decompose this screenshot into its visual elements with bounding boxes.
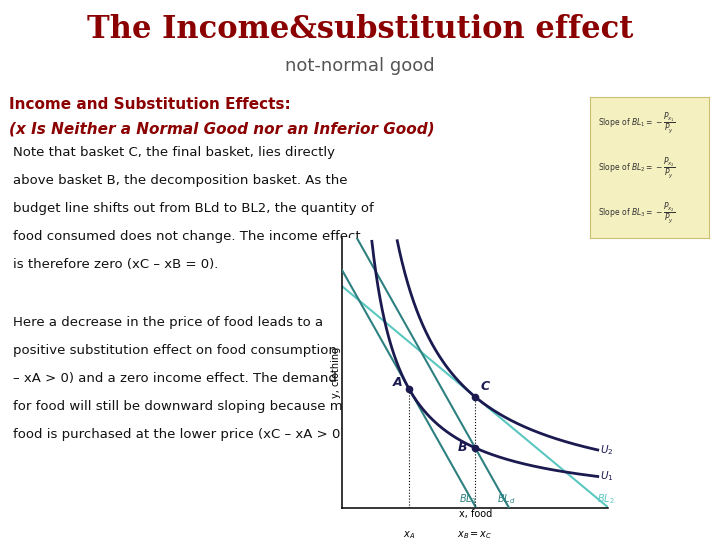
Text: $x_B=x_C$: $x_B=x_C$ (457, 529, 493, 540)
Text: – xA > 0) and a zero income effect. The demand curve: – xA > 0) and a zero income effect. The … (13, 372, 379, 385)
Text: for food will still be downward sloping because more: for food will still be downward sloping … (13, 400, 364, 413)
Text: Slope of $BL_3=-\dfrac{P_{x_2}}{P_y}$: Slope of $BL_3=-\dfrac{P_{x_2}}{P_y}$ (598, 201, 675, 226)
Text: $BL_1$: $BL_1$ (459, 492, 477, 506)
Text: $x_A$: $x_A$ (403, 529, 415, 540)
X-axis label: x, food: x, food (459, 509, 492, 519)
Text: positive substitution effect on food consumption (xB: positive substitution effect on food con… (13, 344, 363, 357)
Text: $BL_2$: $BL_2$ (597, 492, 615, 506)
Text: $U_2$: $U_2$ (600, 443, 614, 457)
Text: $BL_d$: $BL_d$ (497, 492, 516, 506)
Text: Here a decrease in the price of food leads to a: Here a decrease in the price of food lea… (13, 316, 323, 329)
Text: The Income&substitution effect: The Income&substitution effect (87, 14, 633, 44)
Y-axis label: y, clothing: y, clothing (330, 347, 341, 398)
Text: A: A (393, 376, 402, 389)
Text: Slope of $BL_1=-\dfrac{P_{x_1}}{P_y}$: Slope of $BL_1=-\dfrac{P_{x_1}}{P_y}$ (598, 111, 675, 136)
Text: B: B (458, 441, 467, 454)
Text: Income and Substitution Effects:: Income and Substitution Effects: (9, 97, 290, 112)
Text: (x Is Neither a Normal Good nor an Inferior Good): (x Is Neither a Normal Good nor an Infer… (9, 122, 434, 137)
Text: budget line shifts out from BLd to BL2, the quantity of: budget line shifts out from BLd to BL2, … (13, 202, 374, 215)
Text: food is purchased at the lower price (xC – xA > 0).: food is purchased at the lower price (xC… (13, 428, 350, 441)
Text: $U_1$: $U_1$ (600, 470, 614, 483)
Text: is therefore zero (xC – xB = 0).: is therefore zero (xC – xB = 0). (13, 258, 218, 271)
Text: above basket B, the decomposition basket. As the: above basket B, the decomposition basket… (13, 174, 348, 187)
Text: food consumed does not change. The income effect: food consumed does not change. The incom… (13, 230, 361, 243)
Text: not-normal good: not-normal good (285, 57, 435, 75)
Text: Note that basket C, the final basket, lies directly: Note that basket C, the final basket, li… (13, 146, 335, 159)
Text: C: C (480, 380, 490, 393)
Text: Slope of $BL_2=-\dfrac{P_{x_2}}{P_y}$: Slope of $BL_2=-\dfrac{P_{x_2}}{P_y}$ (598, 156, 675, 181)
